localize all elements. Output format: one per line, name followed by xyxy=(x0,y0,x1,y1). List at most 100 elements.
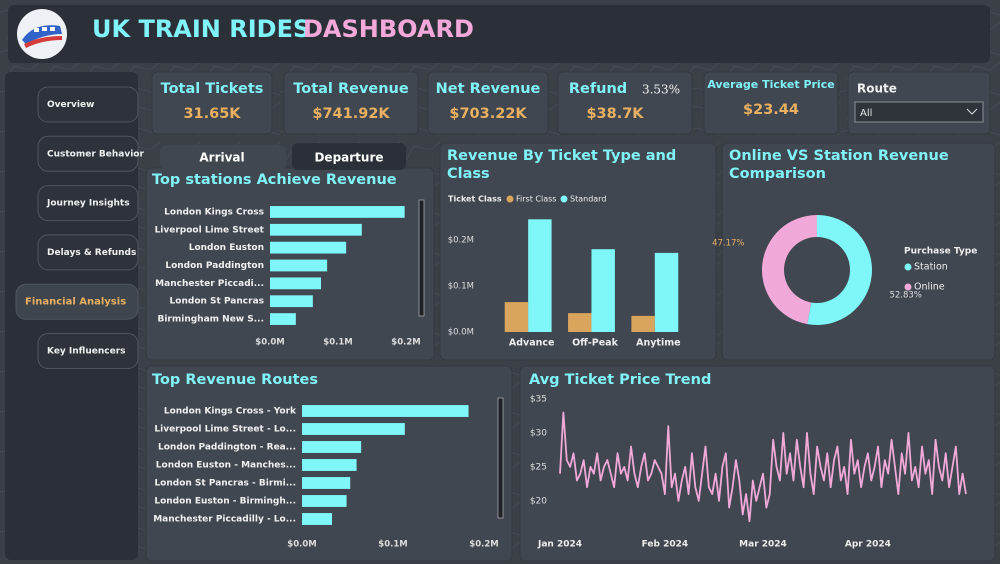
kpi-value: 31.65K xyxy=(183,106,241,122)
y-tick-label: $25 xyxy=(530,462,547,472)
legend-swatch xyxy=(904,263,912,271)
nav-label[interactable]: Delays & Refunds xyxy=(47,248,136,258)
kpi-label: Total Revenue xyxy=(293,81,409,97)
nav-button[interactable] xyxy=(37,185,139,222)
x-tick-label: Apr 2024 xyxy=(845,540,891,550)
nav-label[interactable]: Overview xyxy=(47,100,94,110)
nav-list: Overview Customer Behavior Journey Insight… xyxy=(15,86,144,369)
slicer-arrow xyxy=(966,108,978,115)
nav-label[interactable]: Key Influencers xyxy=(47,347,126,357)
legend-label[interactable]: Station xyxy=(914,262,948,273)
kpi-value: $23.44 xyxy=(743,102,799,118)
nav-label[interactable]: Journey Insights xyxy=(46,199,130,209)
kpi-card xyxy=(703,71,839,135)
chart-title: Avg Ticket Price Trend xyxy=(529,372,711,388)
data-label: 52.83% xyxy=(889,291,921,301)
slicer-box[interactable] xyxy=(854,101,984,123)
bar[interactable] xyxy=(504,302,529,332)
x-tick-label: Mar 2024 xyxy=(739,540,787,550)
tab[interactable] xyxy=(160,145,286,170)
y-tick-label: $35 xyxy=(530,395,547,405)
bar[interactable] xyxy=(528,219,552,332)
slicer-label: Route xyxy=(857,82,897,96)
kpi-card xyxy=(151,71,273,135)
kpi-label: Refund xyxy=(569,81,627,97)
y-tick-label: Manchester Piccadi... xyxy=(155,279,264,289)
tab-label[interactable]: Arrival xyxy=(199,151,244,165)
y-tick-label: London St Pancras xyxy=(170,297,264,307)
nav-button[interactable] xyxy=(37,135,139,172)
chart-title: Revenue By Ticket Type and Class xyxy=(447,148,676,182)
kpi-extra: 3.53% xyxy=(642,83,680,97)
kpi-label: Total Tickets xyxy=(161,81,264,97)
bar[interactable] xyxy=(270,295,313,308)
charts: Top stations Achieve Revenue $0.0M $0.1M $0… xyxy=(152,148,977,550)
nav-label[interactable]: Customer Behavior xyxy=(47,149,144,159)
y-tick-label: London Paddington - Rea... xyxy=(158,443,296,453)
bar[interactable] xyxy=(270,223,362,236)
y-tick-label: Liverpool Lime Street xyxy=(155,225,265,235)
tab-label[interactable]: Departure xyxy=(314,151,383,165)
bar[interactable] xyxy=(270,259,328,272)
kpi-card xyxy=(427,71,549,135)
x-tick-label: $0.2M xyxy=(391,338,420,348)
legend-title: Purchase Type xyxy=(904,247,977,257)
legend-label[interactable]: Online xyxy=(914,282,945,293)
header-bar xyxy=(8,5,990,63)
bar[interactable] xyxy=(302,495,347,507)
x-tick-label: $0.2M xyxy=(469,540,498,550)
x-tick-label: Advance xyxy=(509,338,555,349)
bar[interactable] xyxy=(270,313,296,325)
legend-title: Ticket Class xyxy=(448,195,502,204)
y-tick-label: Liverpool Lime Street - Lo... xyxy=(154,425,296,435)
panel xyxy=(519,365,996,562)
legend-label[interactable]: Standard xyxy=(570,195,606,204)
bar[interactable] xyxy=(631,315,655,332)
nav-label[interactable]: Financial Analysis xyxy=(25,297,126,308)
x-tick-label: Feb 2024 xyxy=(642,540,689,550)
y-tick-label: London Kings Cross - York xyxy=(164,407,297,417)
x-tick-label: Jan 2024 xyxy=(537,540,582,550)
kpi-card xyxy=(283,71,419,135)
legend-label[interactable]: First Class xyxy=(516,195,556,204)
kpi-label: Net Revenue xyxy=(436,81,541,97)
line-series[interactable] xyxy=(559,411,967,523)
kpi-value: $703.22K xyxy=(449,106,527,122)
bar[interactable] xyxy=(302,459,357,471)
bar[interactable] xyxy=(302,513,333,525)
scrollbar[interactable] xyxy=(418,199,425,317)
legend-swatch xyxy=(560,195,568,203)
nav-button[interactable] xyxy=(37,86,139,123)
bar[interactable] xyxy=(302,441,362,453)
bar[interactable] xyxy=(302,405,469,417)
legend-swatch xyxy=(904,283,912,291)
x-tick-label: $0.1M xyxy=(378,540,407,550)
donut-slice[interactable] xyxy=(807,215,873,325)
bar[interactable] xyxy=(270,241,347,254)
bar[interactable] xyxy=(654,252,679,332)
x-tick-label: $0.1M xyxy=(323,338,352,348)
header-title: UK TRAIN RIDES xyxy=(92,15,310,43)
donut-slice[interactable] xyxy=(762,215,817,325)
bar[interactable] xyxy=(302,477,351,489)
nav-button[interactable] xyxy=(15,283,139,320)
header-highlight: DASHBOARD xyxy=(303,15,474,43)
y-tick-label: Manchester Piccadilly - Lo... xyxy=(153,515,296,525)
bar[interactable] xyxy=(591,249,615,332)
kpi-label: Average Ticket Price xyxy=(707,78,834,91)
bar[interactable] xyxy=(270,206,405,218)
tab[interactable] xyxy=(292,143,406,170)
scrollbar[interactable] xyxy=(497,397,504,519)
bar[interactable] xyxy=(302,423,405,435)
x-tick-label: Anytime xyxy=(636,338,680,349)
logo xyxy=(17,9,67,59)
x-tick-label: Off-Peak xyxy=(572,338,619,349)
bar[interactable] xyxy=(270,277,321,290)
y-tick-label: London Euston - Birmingh... xyxy=(154,497,296,507)
nav-button[interactable] xyxy=(37,234,139,271)
bar[interactable] xyxy=(568,313,592,332)
y-tick-label: $0.2M xyxy=(448,236,474,246)
y-tick-label: London St Pancras - Birmi... xyxy=(154,479,296,489)
y-tick-label: London Kings Cross xyxy=(164,207,264,217)
nav-button[interactable] xyxy=(37,333,139,369)
